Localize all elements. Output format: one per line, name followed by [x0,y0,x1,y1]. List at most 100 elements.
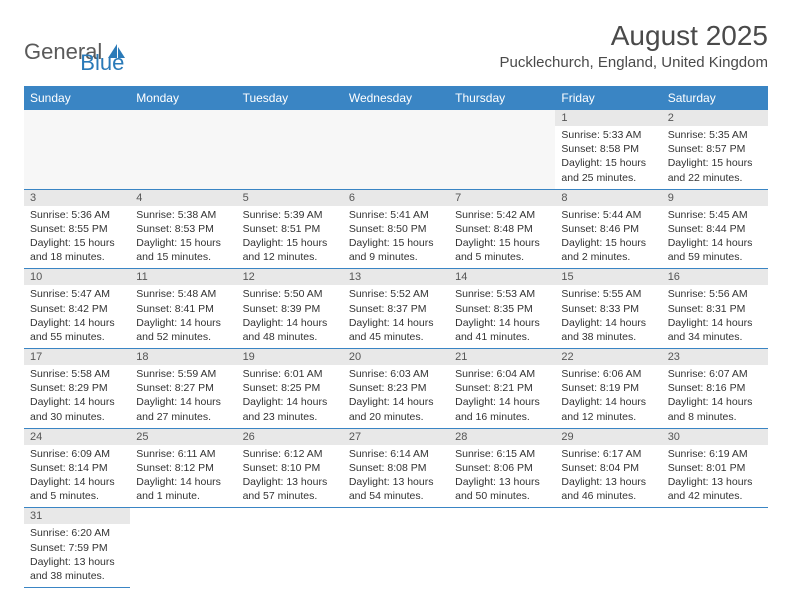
calendar-day-cell: 19Sunrise: 6:01 AMSunset: 8:25 PMDayligh… [237,349,343,429]
weekday-header: Saturday [662,86,768,110]
daylight-text: Daylight: 15 hours and 15 minutes. [136,236,230,264]
calendar-day-cell: 26Sunrise: 6:12 AMSunset: 8:10 PMDayligh… [237,428,343,508]
daylight-text: Daylight: 15 hours and 18 minutes. [30,236,124,264]
daylight-text: Daylight: 13 hours and 54 minutes. [349,475,443,503]
calendar-day-cell: 31Sunrise: 6:20 AMSunset: 7:59 PMDayligh… [24,508,130,588]
day-number: 7 [449,190,555,206]
calendar-day-cell: 16Sunrise: 5:56 AMSunset: 8:31 PMDayligh… [662,269,768,349]
calendar-day-cell: 7Sunrise: 5:42 AMSunset: 8:48 PMDaylight… [449,189,555,269]
sunset-text: Sunset: 8:12 PM [136,461,230,475]
day-number: 5 [237,190,343,206]
sunrise-text: Sunrise: 5:42 AM [455,208,549,222]
daylight-text: Daylight: 15 hours and 22 minutes. [668,156,762,184]
sunset-text: Sunset: 8:14 PM [30,461,124,475]
sunrise-text: Sunrise: 5:47 AM [30,287,124,301]
weekday-header: Wednesday [343,86,449,110]
day-number: 8 [555,190,661,206]
calendar-day-cell: 17Sunrise: 5:58 AMSunset: 8:29 PMDayligh… [24,349,130,429]
calendar-day-cell: 23Sunrise: 6:07 AMSunset: 8:16 PMDayligh… [662,349,768,429]
day-content: Sunrise: 6:15 AMSunset: 8:06 PMDaylight:… [449,445,555,508]
calendar-day-cell: 21Sunrise: 6:04 AMSunset: 8:21 PMDayligh… [449,349,555,429]
daylight-text: Daylight: 14 hours and 8 minutes. [668,395,762,423]
sunset-text: Sunset: 8:41 PM [136,302,230,316]
daylight-text: Daylight: 14 hours and 59 minutes. [668,236,762,264]
day-number: 17 [24,349,130,365]
day-number: 12 [237,269,343,285]
day-content: Sunrise: 5:42 AMSunset: 8:48 PMDaylight:… [449,206,555,269]
calendar-day-cell: 18Sunrise: 5:59 AMSunset: 8:27 PMDayligh… [130,349,236,429]
sunrise-text: Sunrise: 6:15 AM [455,447,549,461]
sunset-text: Sunset: 8:29 PM [30,381,124,395]
daylight-text: Daylight: 14 hours and 30 minutes. [30,395,124,423]
daylight-text: Daylight: 13 hours and 57 minutes. [243,475,337,503]
day-number: 29 [555,429,661,445]
daylight-text: Daylight: 14 hours and 1 minute. [136,475,230,503]
calendar-day-cell: 13Sunrise: 5:52 AMSunset: 8:37 PMDayligh… [343,269,449,349]
day-content: Sunrise: 5:44 AMSunset: 8:46 PMDaylight:… [555,206,661,269]
day-content: Sunrise: 5:50 AMSunset: 8:39 PMDaylight:… [237,285,343,348]
day-content: Sunrise: 5:41 AMSunset: 8:50 PMDaylight:… [343,206,449,269]
sunrise-text: Sunrise: 5:38 AM [136,208,230,222]
calendar-day-cell: 3Sunrise: 5:36 AMSunset: 8:55 PMDaylight… [24,189,130,269]
weekday-header: Monday [130,86,236,110]
daylight-text: Daylight: 15 hours and 9 minutes. [349,236,443,264]
weekday-header: Sunday [24,86,130,110]
daylight-text: Daylight: 14 hours and 55 minutes. [30,316,124,344]
day-content: Sunrise: 5:48 AMSunset: 8:41 PMDaylight:… [130,285,236,348]
calendar-day-cell: 11Sunrise: 5:48 AMSunset: 8:41 PMDayligh… [130,269,236,349]
sunset-text: Sunset: 8:58 PM [561,142,655,156]
daylight-text: Daylight: 14 hours and 52 minutes. [136,316,230,344]
day-number: 26 [237,429,343,445]
daylight-text: Daylight: 15 hours and 2 minutes. [561,236,655,264]
sunrise-text: Sunrise: 5:36 AM [30,208,124,222]
calendar-day-cell: 9Sunrise: 5:45 AMSunset: 8:44 PMDaylight… [662,189,768,269]
day-content: Sunrise: 5:58 AMSunset: 8:29 PMDaylight:… [24,365,130,428]
calendar-day-cell: 22Sunrise: 6:06 AMSunset: 8:19 PMDayligh… [555,349,661,429]
daylight-text: Daylight: 14 hours and 34 minutes. [668,316,762,344]
day-number: 3 [24,190,130,206]
sunset-text: Sunset: 8:51 PM [243,222,337,236]
sunset-text: Sunset: 8:04 PM [561,461,655,475]
day-content: Sunrise: 5:33 AMSunset: 8:58 PMDaylight:… [555,126,661,189]
sunset-text: Sunset: 8:53 PM [136,222,230,236]
sunrise-text: Sunrise: 5:39 AM [243,208,337,222]
calendar-day-cell [343,508,449,588]
header: General Blue August 2025 Pucklechurch, E… [24,20,768,76]
sunrise-text: Sunrise: 6:17 AM [561,447,655,461]
sunrise-text: Sunrise: 6:07 AM [668,367,762,381]
day-content: Sunrise: 6:07 AMSunset: 8:16 PMDaylight:… [662,365,768,428]
daylight-text: Daylight: 13 hours and 50 minutes. [455,475,549,503]
calendar-day-cell [343,110,449,189]
calendar-day-cell [555,508,661,588]
sunset-text: Sunset: 8:08 PM [349,461,443,475]
day-number: 23 [662,349,768,365]
calendar-day-cell: 20Sunrise: 6:03 AMSunset: 8:23 PMDayligh… [343,349,449,429]
daylight-text: Daylight: 15 hours and 12 minutes. [243,236,337,264]
day-number: 24 [24,429,130,445]
calendar-body: 1Sunrise: 5:33 AMSunset: 8:58 PMDaylight… [24,110,768,588]
day-content: Sunrise: 6:17 AMSunset: 8:04 PMDaylight:… [555,445,661,508]
daylight-text: Daylight: 14 hours and 45 minutes. [349,316,443,344]
sunrise-text: Sunrise: 6:19 AM [668,447,762,461]
day-content: Sunrise: 6:01 AMSunset: 8:25 PMDaylight:… [237,365,343,428]
sunrise-text: Sunrise: 5:58 AM [30,367,124,381]
calendar-day-cell [449,110,555,189]
daylight-text: Daylight: 14 hours and 27 minutes. [136,395,230,423]
day-content: Sunrise: 6:12 AMSunset: 8:10 PMDaylight:… [237,445,343,508]
sunrise-text: Sunrise: 5:44 AM [561,208,655,222]
calendar-day-cell [662,508,768,588]
sunrise-text: Sunrise: 6:03 AM [349,367,443,381]
daylight-text: Daylight: 14 hours and 20 minutes. [349,395,443,423]
daylight-text: Daylight: 14 hours and 5 minutes. [30,475,124,503]
sunrise-text: Sunrise: 5:33 AM [561,128,655,142]
calendar-day-cell: 29Sunrise: 6:17 AMSunset: 8:04 PMDayligh… [555,428,661,508]
daylight-text: Daylight: 13 hours and 42 minutes. [668,475,762,503]
sunset-text: Sunset: 8:21 PM [455,381,549,395]
day-content: Sunrise: 5:36 AMSunset: 8:55 PMDaylight:… [24,206,130,269]
calendar-table: Sunday Monday Tuesday Wednesday Thursday… [24,86,768,588]
sunset-text: Sunset: 8:55 PM [30,222,124,236]
calendar-day-cell: 8Sunrise: 5:44 AMSunset: 8:46 PMDaylight… [555,189,661,269]
sunset-text: Sunset: 8:42 PM [30,302,124,316]
day-number: 9 [662,190,768,206]
daylight-text: Daylight: 14 hours and 16 minutes. [455,395,549,423]
